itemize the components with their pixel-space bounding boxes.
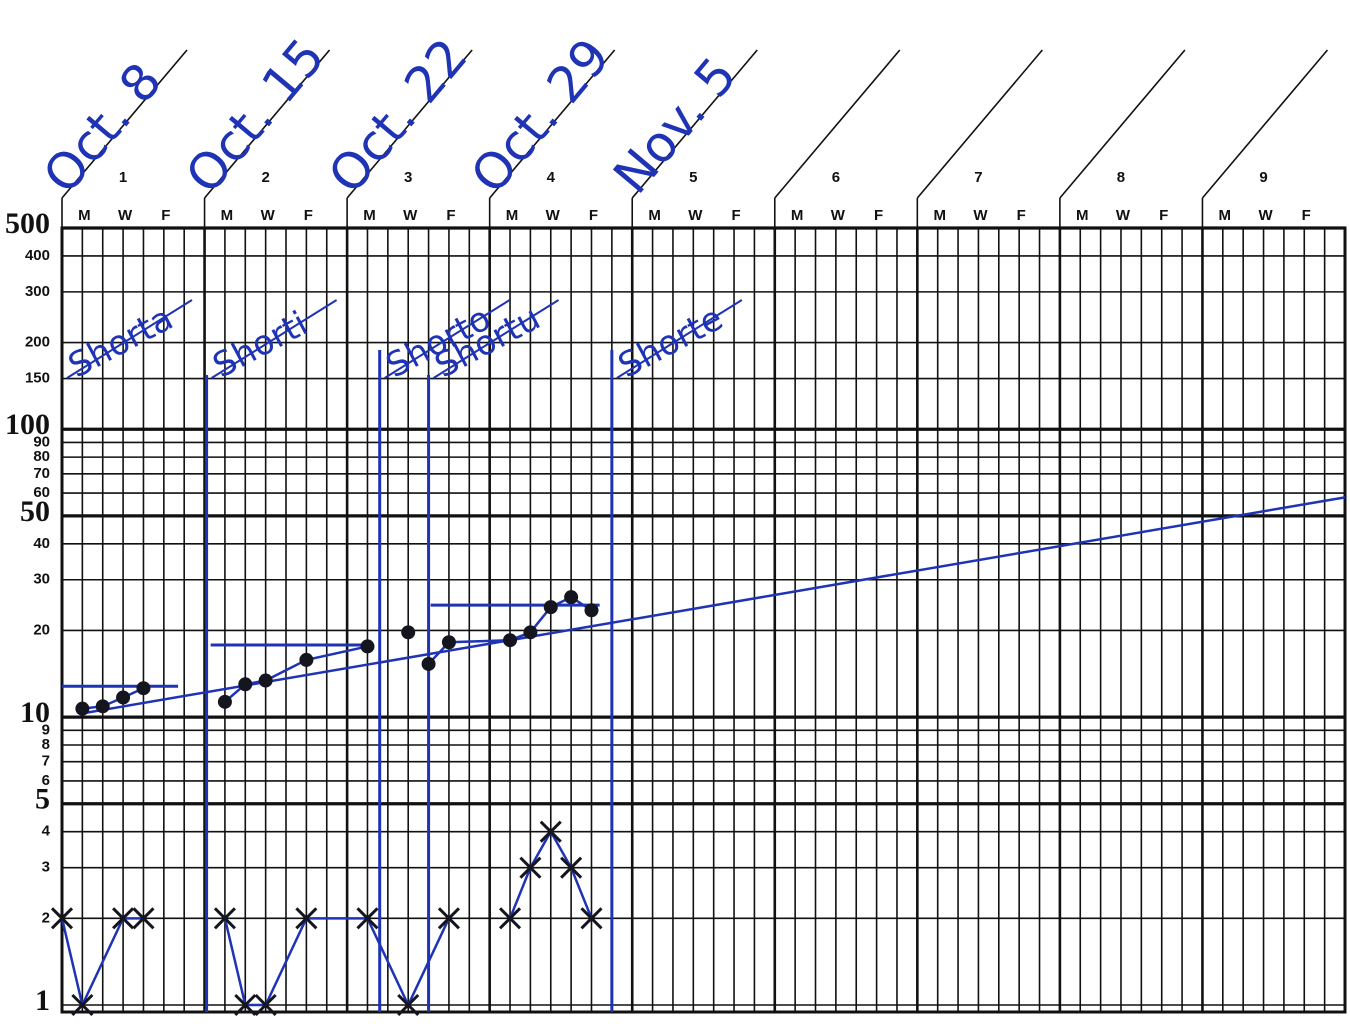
y-tick-label: 20 bbox=[33, 621, 50, 638]
week-number: 3 bbox=[404, 169, 412, 186]
data-point bbox=[259, 674, 273, 688]
data-point bbox=[116, 690, 130, 704]
day-label: W bbox=[688, 207, 703, 224]
y-tick-label: 5 bbox=[35, 783, 50, 816]
day-label: M bbox=[506, 207, 519, 224]
y-tick-label: 3 bbox=[42, 859, 50, 876]
y-tick-label: 150 bbox=[25, 369, 50, 386]
week-date: Oct. 29 bbox=[460, 28, 621, 205]
day-label: W bbox=[1116, 207, 1131, 224]
data-point bbox=[401, 625, 415, 639]
day-label: W bbox=[118, 207, 133, 224]
data-point bbox=[136, 681, 150, 695]
week-date: Oct. 22 bbox=[317, 28, 478, 205]
day-label: M bbox=[1076, 207, 1089, 224]
y-tick-label: 500 bbox=[5, 207, 50, 240]
data-point bbox=[584, 603, 598, 617]
day-label: W bbox=[546, 207, 561, 224]
day-label: M bbox=[221, 207, 234, 224]
day-label: F bbox=[731, 207, 740, 224]
day-label: F bbox=[1302, 207, 1311, 224]
chart: 5004003002001501009080706050403020109876… bbox=[0, 0, 1350, 1024]
phase-label: Shortu bbox=[428, 298, 546, 386]
week-date: Oct. 8 bbox=[32, 52, 173, 204]
week-number: 9 bbox=[1259, 169, 1267, 186]
data-point bbox=[544, 600, 558, 614]
day-label: M bbox=[791, 207, 804, 224]
y-tick-label: 7 bbox=[42, 753, 50, 770]
data-point bbox=[503, 633, 517, 647]
y-tick-label: 2 bbox=[42, 909, 50, 926]
y-tick-label: 400 bbox=[25, 247, 50, 264]
week-date: Oct. 15 bbox=[175, 28, 336, 205]
y-tick-label: 200 bbox=[25, 334, 50, 351]
y-tick-label: 50 bbox=[20, 495, 50, 528]
series-line bbox=[82, 597, 591, 708]
day-label: W bbox=[403, 207, 418, 224]
week-number: 7 bbox=[974, 169, 982, 186]
day-label: F bbox=[161, 207, 170, 224]
data-point bbox=[360, 639, 374, 653]
day-label: W bbox=[973, 207, 988, 224]
day-label: M bbox=[648, 207, 661, 224]
y-tick-label: 30 bbox=[33, 571, 50, 588]
y-tick-label: 1 bbox=[35, 984, 50, 1017]
data-point bbox=[523, 625, 537, 639]
day-label: M bbox=[363, 207, 376, 224]
y-tick-label: 80 bbox=[33, 448, 50, 465]
day-label: W bbox=[261, 207, 276, 224]
data-point bbox=[96, 699, 110, 713]
week-date: Nov. 5 bbox=[602, 47, 748, 205]
day-label: M bbox=[1219, 207, 1232, 224]
week-number: 5 bbox=[689, 169, 697, 186]
day-label: F bbox=[446, 207, 455, 224]
y-tick-label: 8 bbox=[42, 736, 50, 753]
day-label: F bbox=[1017, 207, 1026, 224]
week-number: 1 bbox=[119, 169, 127, 186]
phase-label: Shorti bbox=[206, 304, 314, 387]
page: 5004003002001501009080706050403020109876… bbox=[0, 0, 1350, 1024]
y-tick-label: 4 bbox=[42, 823, 51, 840]
phase-label: Shorte bbox=[612, 298, 730, 386]
day-label: F bbox=[304, 207, 313, 224]
week-number: 6 bbox=[832, 169, 840, 186]
week-number: 2 bbox=[261, 169, 269, 186]
day-label: F bbox=[1159, 207, 1168, 224]
phase-label: Shorta bbox=[62, 298, 180, 386]
y-tick-label: 70 bbox=[33, 465, 50, 482]
data-point bbox=[422, 657, 436, 671]
day-label: M bbox=[933, 207, 946, 224]
day-label: M bbox=[78, 207, 91, 224]
week-number: 8 bbox=[1117, 169, 1125, 186]
y-tick-label: 300 bbox=[25, 283, 50, 300]
y-tick-label: 40 bbox=[33, 535, 50, 552]
week-number: 4 bbox=[547, 169, 556, 186]
data-point bbox=[299, 653, 313, 667]
day-label: F bbox=[589, 207, 598, 224]
data-point bbox=[564, 590, 578, 604]
data-point bbox=[218, 695, 232, 709]
day-label: W bbox=[831, 207, 846, 224]
day-label: W bbox=[1258, 207, 1273, 224]
data-point bbox=[238, 677, 252, 691]
data-point bbox=[442, 635, 456, 649]
day-label: F bbox=[874, 207, 883, 224]
data-point bbox=[75, 702, 89, 716]
